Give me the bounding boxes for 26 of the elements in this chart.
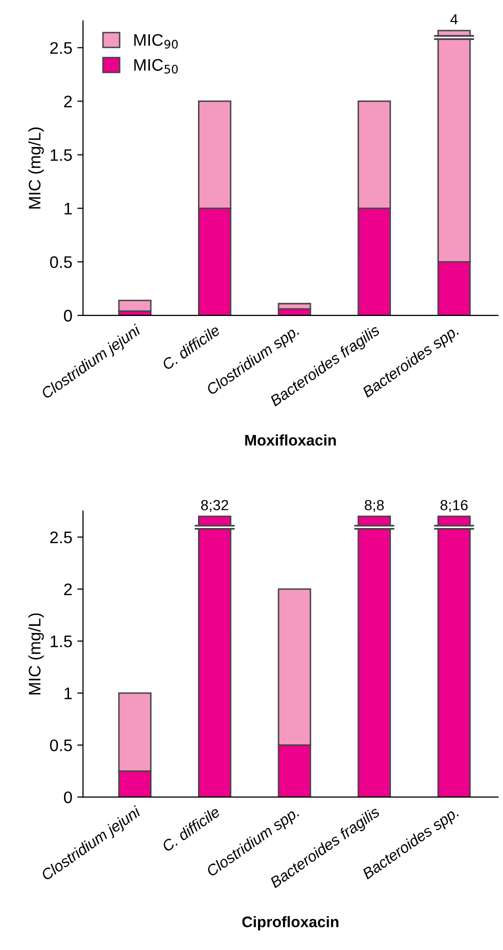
y-tick-label: 2 bbox=[64, 96, 72, 108]
y-tick-label: 1.5 bbox=[50, 149, 72, 161]
bar bbox=[358, 516, 391, 798]
bar bbox=[118, 300, 152, 312]
total-label: 8;8 bbox=[364, 500, 384, 512]
y-axis-title: MIC (mg/L) bbox=[28, 128, 44, 208]
bar bbox=[437, 516, 471, 798]
x-axis-title: Moxifloxacin bbox=[245, 434, 336, 446]
y-tick-label: 1 bbox=[64, 202, 72, 214]
y-tick-label: 0 bbox=[64, 310, 72, 322]
bar bbox=[198, 516, 232, 798]
x-axis-title: Ciprofloxacin bbox=[242, 916, 338, 930]
total-label: 4 bbox=[450, 14, 458, 24]
y-tick-label: 1.5 bbox=[50, 636, 72, 648]
legend-label: MIC$_{90}$ bbox=[134, 34, 178, 49]
y-tick-label: 1 bbox=[64, 688, 72, 700]
total-label: 8;32 bbox=[201, 500, 228, 512]
total-label: 8;16 bbox=[440, 500, 468, 512]
y-tick-label: 2 bbox=[64, 583, 72, 596]
y-tick-label: 2.5 bbox=[50, 42, 72, 54]
legend-label: MIC$_{50}$ bbox=[134, 59, 178, 74]
y-tick-label: 2.5 bbox=[50, 531, 72, 544]
y-tick-label: 0 bbox=[64, 791, 72, 804]
y-axis-title: MIC (mg/L) bbox=[28, 613, 44, 694]
y-tick-label: 0.5 bbox=[50, 256, 72, 268]
y-tick-label: 0.5 bbox=[50, 739, 72, 752]
